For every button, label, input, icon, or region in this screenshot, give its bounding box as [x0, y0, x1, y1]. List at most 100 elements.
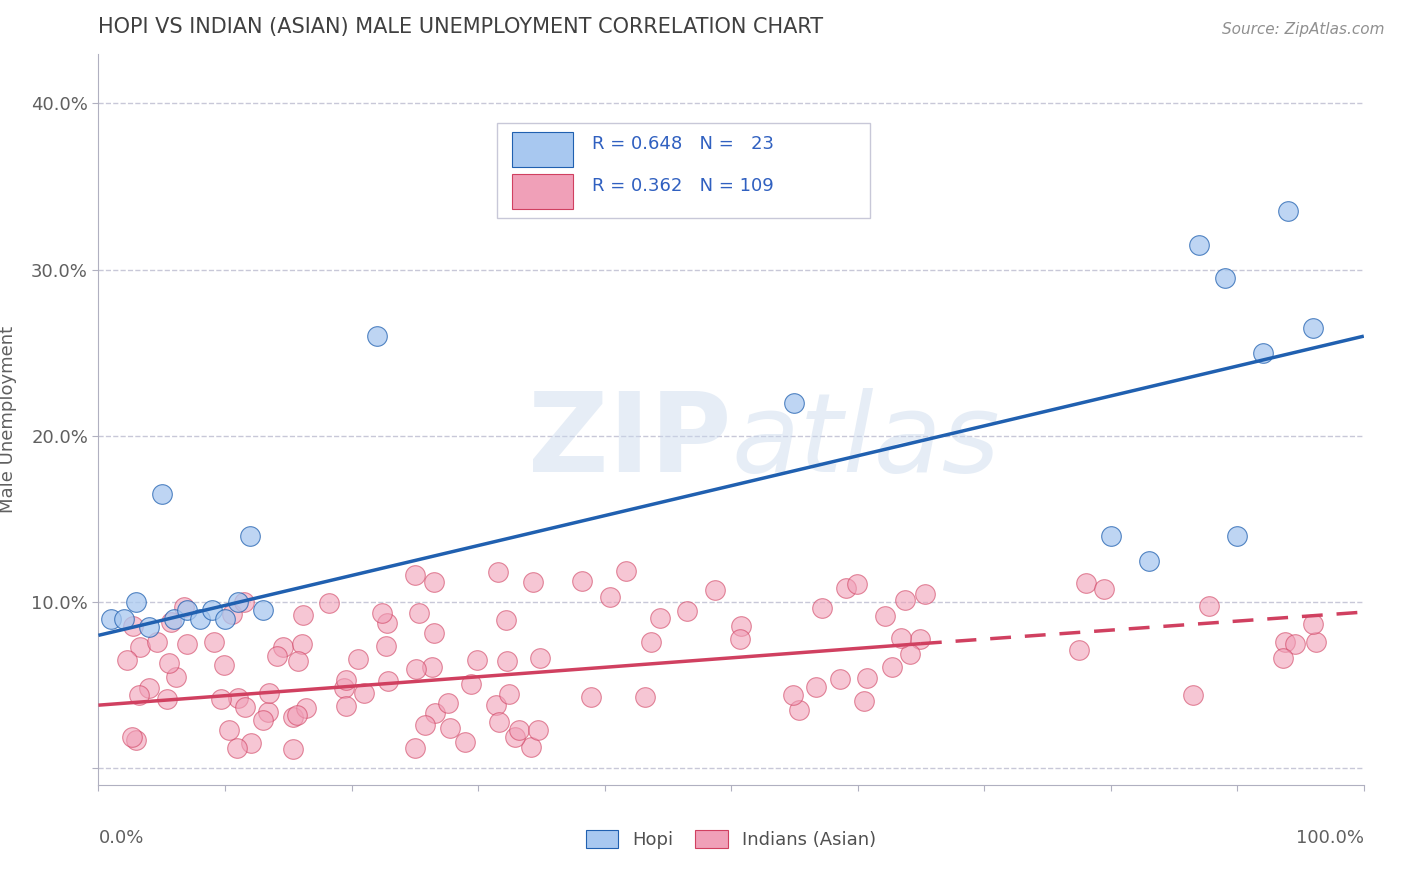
FancyBboxPatch shape [512, 132, 574, 167]
Point [176, 603, 198, 617]
Text: 100.0%: 100.0% [1296, 829, 1364, 847]
Point [852, 694, 875, 708]
Point [214, 612, 236, 626]
Point [1182, 688, 1205, 702]
Point [1302, 617, 1324, 632]
Point [571, 574, 593, 588]
Point [273, 640, 295, 654]
Point [1188, 237, 1211, 252]
Point [486, 565, 509, 579]
Point [377, 674, 399, 689]
Point [138, 620, 160, 634]
Point [1302, 320, 1324, 334]
Point [405, 662, 427, 676]
Point [855, 671, 877, 685]
Point [423, 626, 446, 640]
Point [150, 487, 173, 501]
Point [239, 528, 262, 542]
Point [914, 587, 936, 601]
Point [529, 651, 551, 665]
Point [125, 595, 148, 609]
Point [465, 653, 488, 667]
Point [333, 681, 356, 696]
Point [291, 637, 314, 651]
Point [266, 648, 288, 663]
Point [505, 730, 527, 744]
Point [890, 631, 912, 645]
Point [281, 741, 304, 756]
Point [495, 654, 517, 668]
Text: R = 0.648   N =   23: R = 0.648 N = 23 [592, 135, 773, 153]
Text: ZIP: ZIP [527, 388, 731, 495]
Point [366, 329, 388, 343]
Point [425, 706, 447, 720]
Point [640, 634, 662, 648]
Point [160, 615, 183, 629]
Point [121, 730, 143, 744]
Point [173, 599, 195, 614]
FancyBboxPatch shape [498, 123, 870, 219]
Point [221, 607, 243, 621]
Point [225, 740, 247, 755]
Point [579, 690, 602, 704]
Point [100, 612, 122, 626]
Point [335, 673, 357, 688]
Legend: Hopi, Indians (Asian): Hopi, Indians (Asian) [578, 822, 884, 856]
Point [485, 698, 508, 712]
Point [454, 735, 477, 749]
Point [413, 718, 436, 732]
Point [1092, 582, 1115, 596]
FancyBboxPatch shape [512, 174, 574, 210]
Point [347, 652, 370, 666]
Point [1137, 553, 1160, 567]
Point [156, 691, 179, 706]
Text: atlas: atlas [731, 388, 1000, 495]
Point [520, 739, 543, 754]
Point [112, 612, 135, 626]
Point [166, 670, 188, 684]
Point [730, 619, 752, 633]
Text: HOPI VS INDIAN (ASIAN) MALE UNEMPLOYMENT CORRELATION CHART: HOPI VS INDIAN (ASIAN) MALE UNEMPLOYMENT… [98, 17, 824, 37]
Point [125, 732, 148, 747]
Point [1213, 271, 1236, 285]
Point [128, 640, 150, 654]
Point [252, 603, 274, 617]
Point [828, 672, 851, 686]
Point [650, 611, 672, 625]
Y-axis label: Male Unemployment: Male Unemployment [0, 326, 17, 513]
Point [188, 612, 211, 626]
Point [285, 707, 308, 722]
Point [1226, 528, 1249, 542]
Point [526, 723, 548, 737]
Point [1251, 345, 1274, 359]
Point [676, 604, 699, 618]
Point [422, 660, 444, 674]
Point [121, 619, 143, 633]
Point [287, 654, 309, 668]
Point [782, 689, 804, 703]
Point [423, 574, 446, 589]
Point [460, 677, 482, 691]
Point [257, 686, 280, 700]
Point [212, 658, 235, 673]
Point [228, 690, 250, 705]
Point [1076, 575, 1098, 590]
Point [439, 721, 461, 735]
Point [783, 395, 806, 409]
Point [404, 568, 426, 582]
Point [233, 595, 256, 609]
Point [204, 634, 226, 648]
Point [163, 612, 186, 626]
Point [704, 582, 727, 597]
Text: R = 0.362   N = 109: R = 0.362 N = 109 [592, 178, 773, 195]
Point [880, 660, 903, 674]
Point [146, 635, 169, 649]
Point [1277, 204, 1299, 219]
Point [522, 574, 544, 589]
Text: 0.0%: 0.0% [98, 829, 143, 847]
Point [294, 700, 316, 714]
Point [240, 736, 263, 750]
Point [1305, 635, 1327, 649]
Point [404, 740, 426, 755]
Point [138, 681, 160, 695]
